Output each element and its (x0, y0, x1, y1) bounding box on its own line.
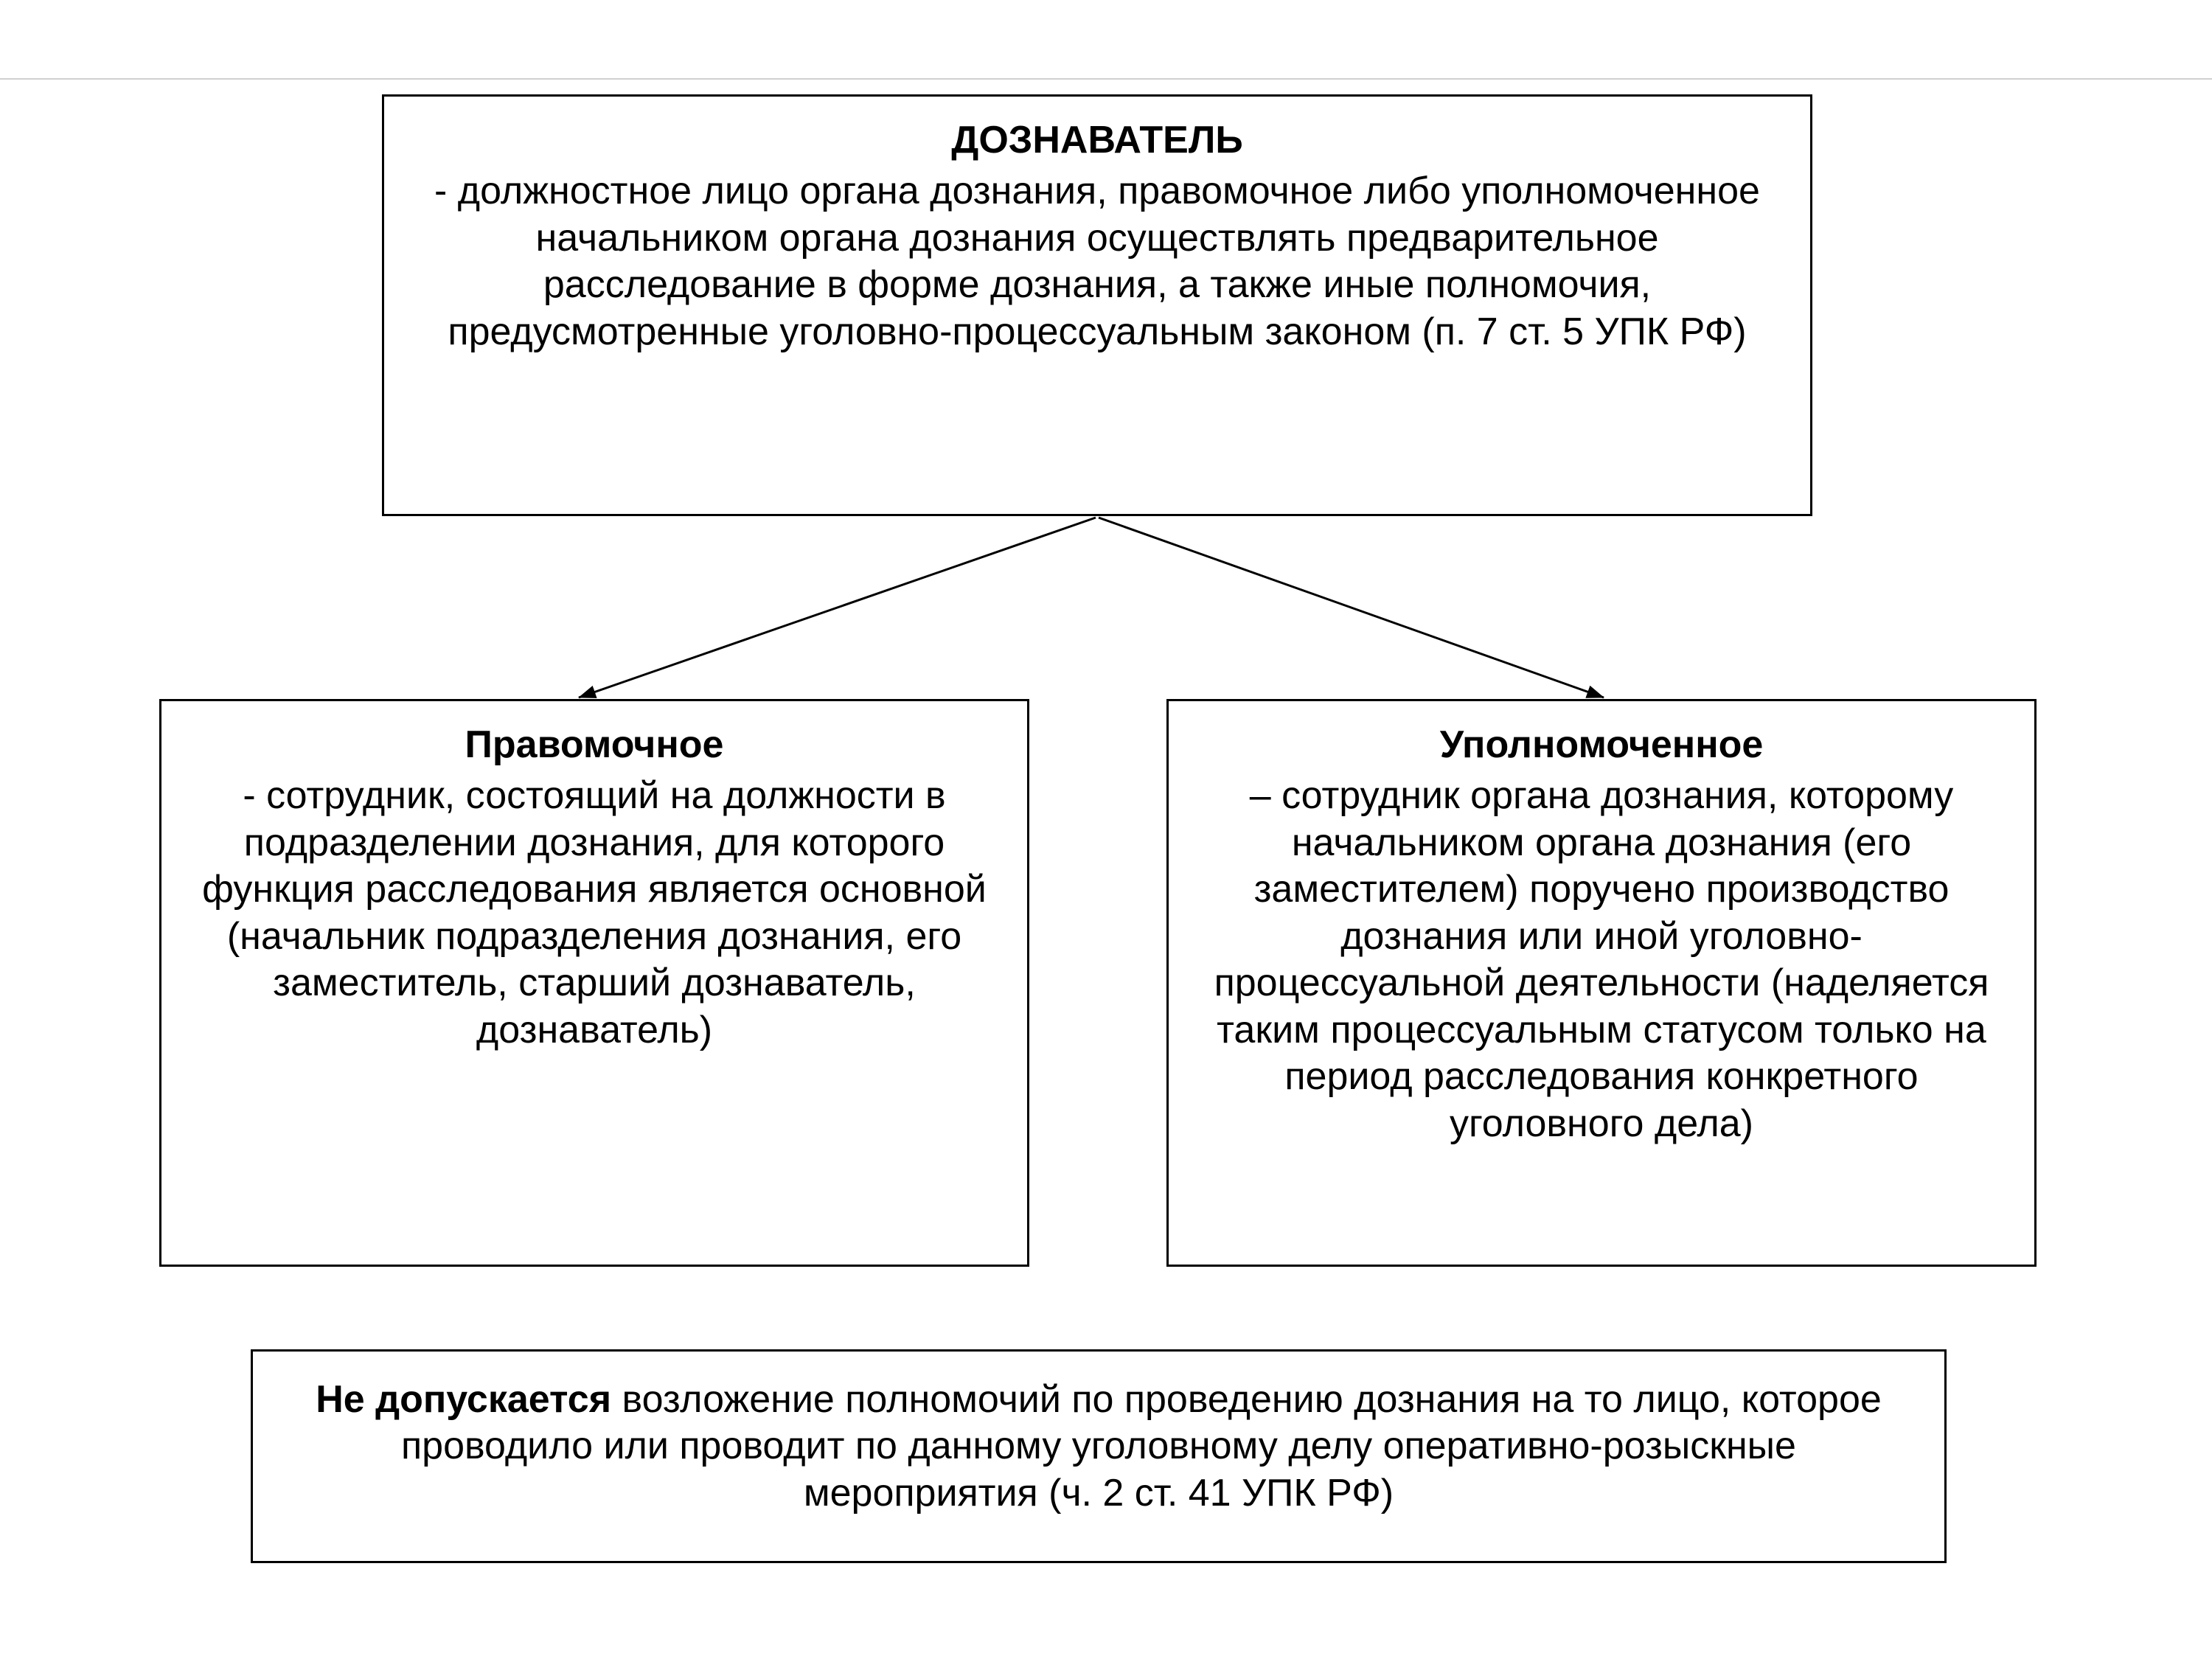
footer-node-rest: возложение полномочий по проведению дозн… (401, 1378, 1882, 1514)
footer-node-lead: Не допускается (316, 1378, 611, 1421)
edge-root-to-left (579, 518, 1096, 698)
footer-node-text: Не допускается возложение полномочий по … (316, 1378, 1882, 1514)
left-node: Правомочное - сотрудник, состоящий на до… (159, 699, 1029, 1267)
root-node-title: ДОЗНАВАТЕЛЬ (414, 117, 1781, 164)
diagram-canvas: ДОЗНАВАТЕЛЬ - должностное лицо органа до… (0, 0, 2212, 1659)
root-node-body: - должностное лицо органа дознания, прав… (414, 168, 1781, 355)
left-node-body: - сотрудник, состоящий на должности в по… (191, 773, 998, 1054)
left-node-title: Правомочное (191, 722, 998, 768)
right-node: Уполномоченное – сотрудник органа дознан… (1166, 699, 2037, 1267)
right-node-body: – сотрудник органа дознания, которому на… (1198, 773, 2005, 1147)
footer-node: Не допускается возложение полномочий по … (251, 1349, 1947, 1563)
top-horizontal-rule (0, 78, 2212, 80)
right-node-title: Уполномоченное (1198, 722, 2005, 768)
root-node: ДОЗНАВАТЕЛЬ - должностное лицо органа до… (382, 94, 1812, 516)
edge-root-to-right (1099, 518, 1604, 698)
